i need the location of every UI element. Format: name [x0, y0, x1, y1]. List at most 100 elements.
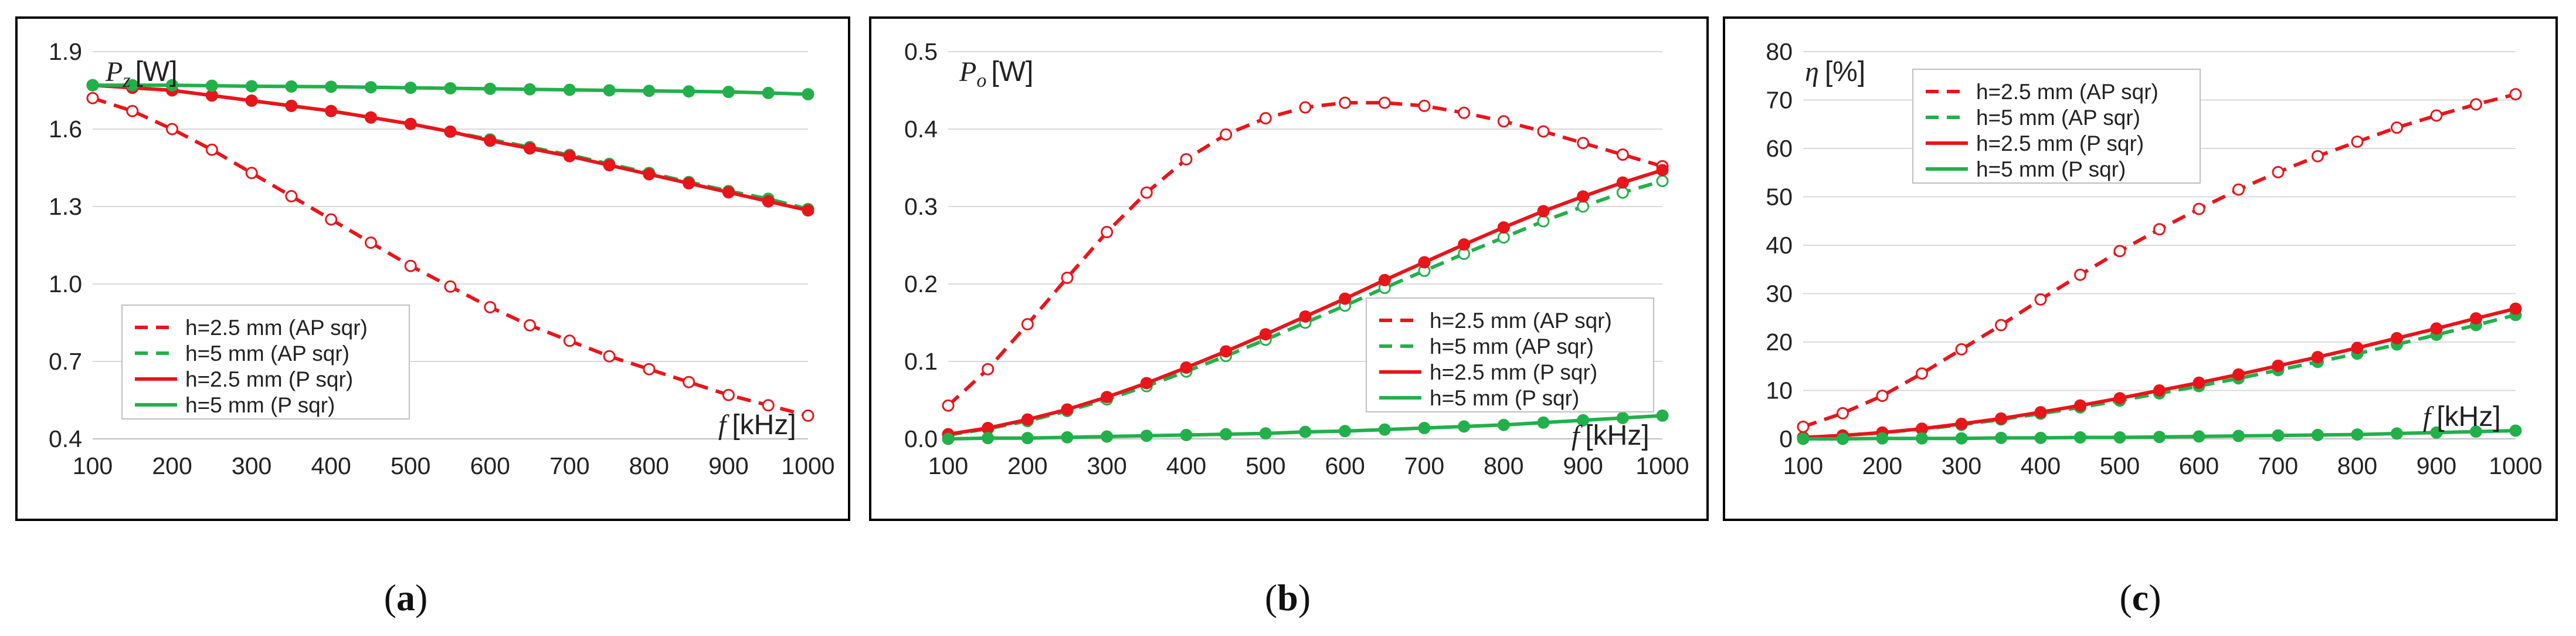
legend-label: h=2.5 mm (P sqr): [1976, 131, 2144, 155]
data-point: [2391, 331, 2403, 344]
x-tick-label: 100: [1783, 452, 1823, 479]
data-point: [1656, 164, 1669, 177]
data-point: [762, 399, 775, 412]
data-point: [1299, 425, 1312, 438]
data-point: [2153, 223, 2166, 236]
data-point: [2509, 424, 2522, 437]
data-point: [1418, 422, 1431, 435]
data-point: [86, 92, 99, 104]
data-point: [563, 334, 576, 347]
y-tick-label: 60: [1766, 135, 1793, 162]
legend-entry: h=5 mm (AP sqr): [1926, 106, 2140, 130]
data-point: [2034, 406, 2047, 419]
data-point: [1656, 174, 1669, 187]
data-point: [2430, 322, 2443, 335]
data-point: [603, 84, 616, 97]
y-tick-label: 0.1: [904, 348, 938, 375]
data-point: [1180, 153, 1193, 165]
x-tick-label: 100: [928, 452, 968, 479]
y-tick-label: 0.7: [49, 348, 82, 375]
data-point: [1220, 428, 1233, 441]
data-point: [1339, 292, 1352, 305]
data-point: [643, 168, 656, 181]
data-point: [1299, 310, 1312, 323]
data-point: [1577, 414, 1590, 427]
legend-label: h=2.5 mm (P sqr): [1430, 360, 1597, 384]
x-tick-label: 600: [470, 452, 510, 479]
legend-label: h=5 mm (P sqr): [1976, 157, 2126, 181]
panel-b-caption: (b): [1265, 577, 1311, 618]
y-tick-label: 20: [1766, 329, 1793, 356]
legend-entry: h=5 mm (AP sqr): [1379, 334, 1594, 358]
data-point: [126, 104, 139, 117]
data-point: [2113, 245, 2126, 258]
data-point: [2193, 376, 2205, 389]
data-point: [1577, 137, 1590, 150]
panel-a-ylabel: Pz [W]: [105, 56, 178, 92]
legend-box: [1366, 297, 1654, 412]
data-point: [2272, 429, 2285, 442]
x-tick-label: 600: [1325, 452, 1365, 479]
data-point: [762, 195, 775, 208]
data-point: [404, 82, 417, 94]
data-point: [1140, 377, 1153, 390]
data-point: [325, 104, 338, 117]
data-point: [2470, 312, 2482, 325]
y-tick-label: 0.5: [904, 38, 938, 65]
data-point: [683, 177, 695, 190]
y-tick-label: 0.3: [904, 193, 938, 220]
data-point: [802, 204, 814, 217]
x-tick-label: 300: [1087, 452, 1126, 479]
data-point: [1021, 432, 1034, 445]
data-point: [2153, 431, 2166, 444]
data-point: [1916, 432, 1928, 445]
x-tick-label: 800: [629, 452, 669, 479]
data-point: [1021, 318, 1034, 331]
data-point: [245, 94, 258, 107]
y-tick-label: 1.9: [49, 38, 82, 65]
x-tick-label: 700: [549, 452, 589, 479]
data-point: [1995, 319, 2007, 331]
data-point: [364, 81, 377, 94]
y-tick-label: 0.4: [49, 425, 82, 452]
data-point: [1797, 420, 1810, 433]
data-point: [484, 301, 497, 314]
panel-c-legend: h=2.5 mm (AP sqr) h=5 mm (AP sqr) h=2.5 …: [1912, 69, 2201, 184]
y-tick-label: 1.6: [49, 116, 82, 143]
data-point: [2351, 135, 2364, 148]
data-point: [1061, 431, 1074, 444]
data-point: [285, 99, 298, 112]
data-point: [2391, 121, 2403, 134]
data-point: [603, 159, 616, 172]
data-point: [285, 190, 298, 202]
panel-a-legend: h=2.5 mm (AP sqr) h=5 mm (AP sqr) h=2.5 …: [121, 305, 410, 420]
panel-c-plot: 0 10 20 30 40 50 60 70 80 100 200 300 400 500 600 700 80…: [1766, 38, 2542, 479]
data-point: [2034, 293, 2047, 306]
panel-b-plot: 0.0 0.1 0.2 0.3 0.4 0.5 100 200 300 400 500 600 700 8…: [904, 38, 1689, 479]
data-point: [1577, 200, 1590, 213]
data-point: [1995, 412, 2007, 425]
data-point: [2470, 98, 2482, 111]
data-point: [404, 259, 417, 272]
data-point: [205, 79, 218, 92]
panel-c-caption: (c): [2119, 577, 2161, 618]
legend-label: h=5 mm (AP sqr): [1430, 334, 1594, 358]
data-point: [1876, 432, 1889, 445]
data-point: [325, 80, 338, 93]
data-point: [1458, 106, 1471, 119]
data-point: [1537, 205, 1550, 218]
data-point: [1537, 125, 1550, 138]
x-tick-label: 100: [73, 452, 113, 479]
data-point: [1061, 403, 1074, 416]
data-point: [1378, 96, 1391, 109]
panel-b: 0.0 0.1 0.2 0.3 0.4 0.5 100 200 300 400 500 600 700 8…: [869, 16, 1709, 618]
legend-entry: h=2.5 mm (P sqr): [1379, 360, 1597, 384]
data-point: [2351, 341, 2364, 354]
data-point: [1537, 416, 1550, 429]
data-point: [2193, 202, 2205, 215]
data-point: [325, 213, 338, 226]
data-point: [86, 79, 99, 92]
data-point: [444, 82, 457, 94]
data-point: [404, 117, 417, 130]
x-tick-label: 1000: [781, 452, 834, 479]
